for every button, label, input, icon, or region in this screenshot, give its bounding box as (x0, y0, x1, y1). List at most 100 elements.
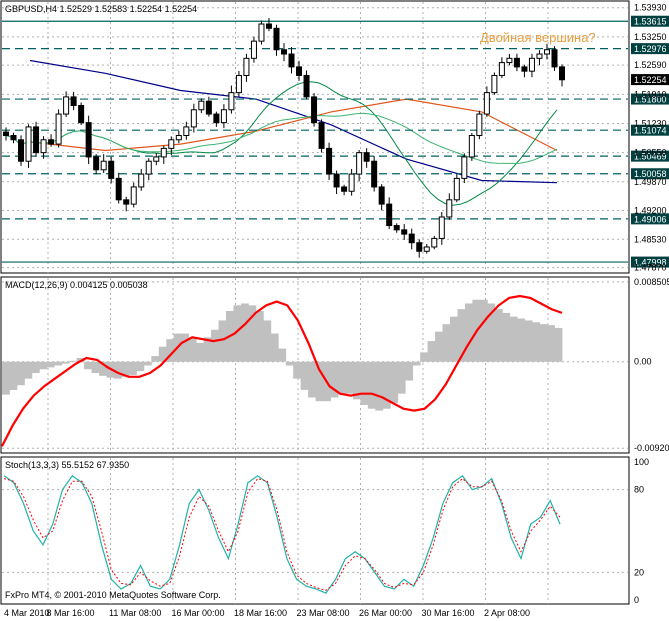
macd-bar (450, 316, 458, 362)
macd-bar (502, 312, 511, 362)
candle-body (273, 27, 280, 51)
macd-bar (211, 329, 219, 362)
macd-bar (285, 361, 294, 366)
candle-body (258, 23, 265, 42)
macd-bar (547, 325, 555, 362)
candle-body (145, 160, 152, 175)
macd-bar (293, 361, 302, 379)
candle-body (115, 177, 122, 201)
macd-bar (420, 352, 428, 362)
macd-bar (300, 361, 309, 390)
macd-bar (39, 361, 48, 370)
macd-tick-label: -0.009207 (634, 443, 669, 453)
stoch-main-line (3, 474, 561, 594)
macd-histogram (2, 299, 563, 411)
candle-body (33, 126, 40, 154)
macd-bar (352, 361, 361, 400)
macd-bar (367, 361, 376, 409)
macd-bar (158, 346, 167, 362)
candle-body (446, 199, 453, 218)
candle-body (3, 131, 9, 136)
macd-bar (151, 356, 160, 362)
current-price-tag (631, 74, 669, 86)
candle-body (25, 126, 32, 162)
candle-body (326, 147, 333, 175)
x-tick-label: 11 Mar 08:00 (109, 608, 161, 618)
macd-bar (487, 303, 496, 362)
candle-body (281, 49, 287, 55)
level-price-label: 1.49006 (634, 214, 667, 224)
macd-bar (330, 361, 339, 398)
macd-bar (91, 361, 100, 374)
candle-body (513, 57, 520, 68)
macd-bar (390, 361, 399, 404)
level-price-tag (631, 168, 669, 180)
candle-body (453, 177, 460, 201)
macd-bar (218, 320, 227, 362)
x-tick-label: 2 Apr 08:00 (484, 608, 530, 618)
candle-body (401, 229, 408, 235)
macd-bar (188, 338, 197, 362)
candle-body (371, 160, 378, 188)
candle-body (235, 74, 242, 94)
level-price-label: 1.51800 (634, 95, 667, 105)
candle-body (318, 122, 325, 149)
macd-bar (99, 361, 107, 376)
macd-bar (308, 361, 316, 398)
macd-bar (76, 357, 85, 362)
candle-body (461, 156, 468, 179)
macd-bar (61, 361, 70, 364)
macd-signal (1, 294, 563, 447)
price-panel-frame (0, 0, 630, 274)
candle-body (476, 113, 483, 136)
candle-body (408, 233, 415, 244)
macd-bar (143, 361, 152, 366)
x-tick-label: 23 Mar 08:00 (297, 608, 350, 618)
stoch-tick-label: 100 (634, 457, 649, 467)
candle-body (438, 216, 445, 239)
level-price-label: 1.51074 (634, 126, 667, 136)
current-price-label: 1.52254 (634, 75, 667, 85)
macd-bar (442, 324, 451, 362)
macd-bar (84, 361, 92, 370)
macd-bar (114, 361, 122, 379)
level-price-label: 1.50469 (634, 152, 667, 162)
stochastic-lines (3, 474, 561, 594)
macd-signal-line (1, 294, 563, 447)
candle-body (250, 40, 257, 59)
macd-bar (278, 348, 287, 362)
level-price-tag (631, 93, 669, 105)
candle-body (48, 139, 55, 145)
macd-bar (128, 361, 137, 375)
macd-bar (16, 361, 25, 386)
macd-bar (31, 361, 40, 374)
candle-body (506, 57, 513, 64)
candle-body (108, 160, 115, 179)
candle-body (559, 66, 565, 81)
level-price-tag (631, 124, 669, 136)
candle-body (18, 139, 25, 162)
ma_orange-line (29, 98, 558, 152)
x-tick-label: 26 Mar 00:00 (359, 608, 412, 618)
candle-body (341, 186, 348, 192)
stoch-signal-line (3, 477, 561, 591)
annotation-label: Двойная вершина? (480, 30, 596, 45)
x-tick-label: 18 Mar 16:00 (234, 608, 287, 618)
price-tick-label: 1.51230 (634, 118, 667, 128)
footer-copyright: FxPro MT4, © 2001-2010 MetaQuotes Softwa… (5, 590, 221, 600)
candles (3, 18, 565, 258)
candle-body (333, 173, 340, 188)
x-tick-label: 8 Mar 16:00 (47, 608, 95, 618)
candle-body (183, 126, 190, 136)
candle-body (296, 66, 303, 76)
candle-body (491, 74, 498, 94)
macd-bar (121, 361, 130, 377)
candle-body (543, 49, 550, 55)
macd-panel-title: MACD(12,26,9) 0.004125 0.005038 (5, 280, 148, 290)
price-tick-label: 1.52590 (634, 60, 667, 70)
stoch-tick-label: 20 (634, 567, 644, 577)
macd-bar (69, 360, 78, 362)
macd-bar (375, 361, 384, 411)
macd-tick-label: 0.008505 (634, 277, 669, 287)
